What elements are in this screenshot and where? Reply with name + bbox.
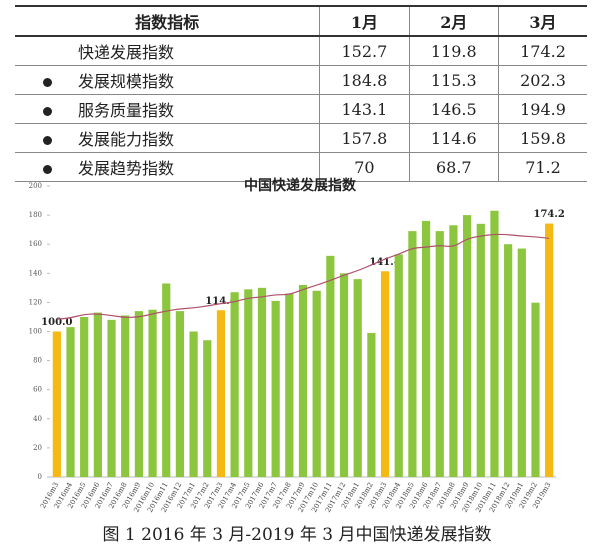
bar — [52, 331, 61, 477]
bar — [216, 310, 226, 477]
bar — [312, 290, 321, 477]
bar — [326, 255, 335, 477]
row-label-text: 发展趋势指数 — [78, 159, 175, 178]
cell: 115.3 — [408, 65, 499, 95]
value-label: 114.6 — [205, 296, 236, 307]
bullet — [43, 136, 52, 145]
cell: 119.8 — [408, 36, 499, 66]
header-cell: 3月 — [498, 5, 587, 37]
bar — [162, 283, 171, 477]
bar — [504, 244, 513, 477]
bar — [476, 223, 485, 477]
bar — [394, 254, 403, 477]
row-label: 服务质量指数 — [15, 94, 320, 124]
row-label-text: 服务质量指数 — [78, 101, 175, 120]
y-tick-label: 120 — [29, 298, 42, 306]
bar — [517, 248, 526, 477]
value-label: 100.0 — [41, 317, 72, 328]
cell: 184.8 — [319, 65, 410, 95]
cell: 157.8 — [319, 123, 410, 153]
bar — [66, 327, 75, 477]
header-cell: 指数指标 — [15, 5, 320, 37]
bar — [134, 311, 143, 477]
bar — [421, 220, 431, 478]
bar — [545, 223, 554, 477]
bar — [463, 215, 472, 477]
bar — [298, 284, 308, 477]
cell: 70 — [319, 152, 410, 182]
header-cell: 1月 — [319, 5, 410, 37]
bar — [244, 289, 253, 477]
cell: 202.3 — [498, 65, 587, 95]
bar — [449, 225, 458, 477]
bar — [107, 319, 116, 477]
row-label: 发展能力指数 — [15, 123, 320, 153]
bullet — [43, 165, 52, 174]
cell: 159.8 — [498, 123, 587, 153]
y-tick-label: 160 — [29, 240, 42, 248]
bar — [353, 279, 362, 477]
bar — [230, 292, 239, 477]
row-label-text: 快递发展指数 — [78, 43, 175, 62]
y-tick-label: 100 — [29, 328, 42, 336]
bar — [531, 302, 540, 477]
row-label-text: 发展能力指数 — [78, 130, 175, 149]
row-label: 快递发展指数 — [15, 36, 320, 66]
bar — [490, 210, 499, 478]
table-row: 服务质量指数 143.1 146.5 194.9 — [15, 94, 587, 124]
table-row: 快递发展指数 152.7 119.8 174.2 — [15, 36, 587, 66]
cell: 143.1 — [319, 94, 410, 124]
bar — [257, 287, 267, 477]
y-tick-label: 60 — [33, 386, 42, 394]
cell: 194.9 — [498, 94, 587, 124]
table-row: 发展规模指数 184.8 115.3 202.3 — [15, 65, 587, 95]
bar — [80, 316, 89, 477]
bar — [148, 309, 157, 477]
bar — [380, 271, 390, 477]
value-label: 141.4 — [369, 257, 400, 268]
y-tick-label: 20 — [33, 444, 42, 452]
bar — [121, 315, 130, 477]
row-label-text: 发展规模指数 — [78, 72, 175, 91]
bar — [189, 331, 198, 477]
y-tick-label: 80 — [33, 357, 42, 365]
value-label: 174.2 — [533, 209, 564, 220]
y-tick-label: 40 — [33, 415, 42, 423]
chart-title: 中国快递发展指数 — [244, 177, 357, 194]
row-label: 发展规模指数 — [15, 65, 320, 95]
row-label: 发展趋势指数 — [15, 152, 320, 182]
table-row: 发展能力指数 157.8 114.6 159.8 — [15, 123, 587, 153]
bullet — [43, 107, 52, 116]
caption: 图 1 2016 年 3 月-2019 年 3 月中国快递发展指数 — [102, 525, 492, 545]
cell: 114.6 — [408, 123, 499, 153]
y-tick-label: 140 — [29, 269, 42, 277]
table-row: 发展趋势指数 70 68.7 71.2 — [15, 152, 587, 182]
header-cell: 2月 — [408, 5, 499, 37]
cell: 68.7 — [408, 152, 499, 182]
bar — [408, 231, 417, 477]
cell: 146.5 — [408, 94, 499, 124]
bar — [435, 231, 444, 477]
chart: 中国快递发展指数 0204060801001201401601802002016… — [29, 177, 565, 514]
bar — [367, 332, 376, 477]
cell: 71.2 — [498, 152, 587, 182]
cell: 174.2 — [498, 36, 587, 66]
bullet — [43, 78, 52, 87]
bar — [203, 340, 212, 477]
y-tick-label: 200 — [29, 182, 42, 190]
bar — [175, 311, 185, 477]
index-table: 指数指标 1月 2月 3月快递发展指数 152.7 119.8 174.2 发展规模指数 184… — [15, 5, 587, 182]
bar — [271, 300, 280, 477]
y-tick-label: 0 — [38, 473, 42, 481]
bar — [339, 273, 349, 477]
cell: 152.7 — [319, 36, 410, 66]
y-tick-label: 180 — [29, 211, 42, 219]
bar — [285, 293, 294, 477]
trend-line — [56, 233, 550, 320]
bar — [93, 312, 102, 477]
